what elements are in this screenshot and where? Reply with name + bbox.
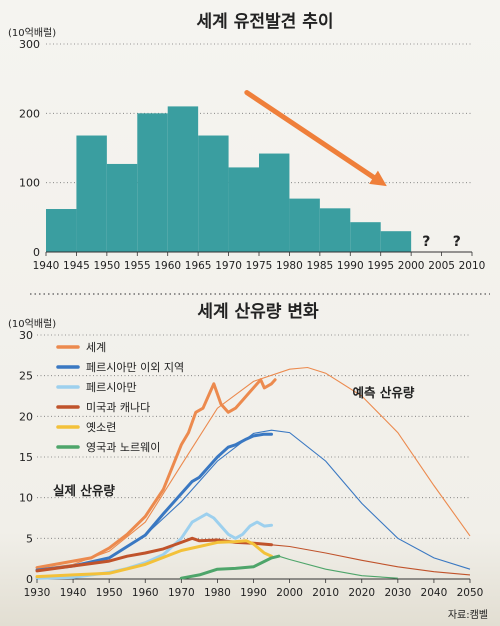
y-tick-label: 300 (19, 38, 40, 51)
x-tick-label: 1980 (276, 260, 303, 272)
x-tick-label: 1990 (337, 260, 364, 272)
x-tick-label: 2030 (384, 587, 411, 599)
actual-line (35, 432, 273, 572)
annotation-label: 실제 산유량 (53, 483, 115, 498)
discovery-chart-title: 세계 유전발견 추이 (197, 12, 334, 32)
bar (259, 153, 290, 252)
bar (76, 135, 107, 252)
discovery-y-axis-label: (10억배럴) (8, 26, 56, 39)
x-tick-label: 1945 (63, 260, 90, 272)
x-tick-label: 2050 (457, 587, 484, 599)
x-tick-label: 1950 (93, 260, 120, 272)
actual-line (35, 378, 277, 570)
legend-label: 미국과 캐나다 (86, 401, 150, 414)
y-tick-label: 10 (19, 492, 33, 505)
legend-label: 영국과 노르웨이 (86, 441, 160, 454)
legend-label: 옛소련 (86, 421, 116, 434)
x-tick-label: 1970 (215, 260, 242, 272)
legend-label: 페르시아만 (86, 381, 137, 394)
bar (289, 198, 320, 252)
bar (380, 231, 412, 252)
x-tick-label: 1950 (96, 587, 123, 599)
bar (228, 167, 259, 252)
x-tick-label: 2000 (398, 260, 425, 272)
bar (106, 163, 138, 252)
production-lines (35, 366, 471, 580)
x-tick-label: 1970 (168, 587, 195, 599)
y-tick-label: 0 (33, 246, 40, 259)
arrow-head (369, 170, 387, 187)
discovery-x-ticks: 1940 1945 1950 1955 1960 1965 1970 1975 1980 1985… (33, 252, 486, 272)
x-tick-label: 1975 (246, 260, 273, 272)
x-tick-label: 2020 (348, 587, 375, 599)
bar (198, 135, 229, 252)
y-tick-label: 100 (19, 177, 40, 190)
production-y-axis-label: (10억배럴) (8, 317, 56, 330)
bar (137, 113, 168, 252)
actual-line (35, 539, 273, 579)
source-note: 자료:캠벨 (448, 609, 488, 621)
y-tick-label: 0 (26, 573, 33, 586)
x-tick-label: 1930 (24, 587, 51, 599)
production-y-ticks: 0 5 10 15 20 25 30 (19, 329, 33, 586)
x-tick-label: 2010 (312, 587, 339, 599)
x-tick-label: 1960 (154, 260, 181, 272)
production-x-ticks: 1930 1940 1950 1960 1970 1980 1990 2000 2010 2020… (24, 579, 484, 599)
x-tick-label: 1940 (33, 260, 60, 272)
bar (319, 208, 351, 252)
bar (350, 222, 381, 252)
production-chart-title: 세계 산유량 변화 (197, 302, 319, 322)
y-tick-label: 5 (26, 532, 33, 545)
x-tick-label: 2010 (459, 260, 486, 272)
unknown-value-mark: ? (453, 234, 461, 250)
y-tick-label: 20 (19, 410, 33, 423)
bar (46, 209, 77, 252)
x-tick-label: 1985 (306, 260, 333, 272)
y-tick-label: 15 (19, 451, 33, 464)
x-tick-label: 2005 (428, 260, 455, 272)
actual-line (179, 554, 281, 580)
y-tick-label: 25 (19, 370, 33, 383)
forecast-line (36, 366, 471, 570)
forecast-line (271, 544, 471, 576)
x-tick-label: 1940 (60, 587, 87, 599)
x-tick-label: 2040 (421, 587, 448, 599)
unknown-value-mark: ? (422, 234, 430, 250)
discovery-unknown-marks: ?? (422, 234, 461, 250)
x-tick-label: 1980 (204, 587, 231, 599)
discovery-bars (46, 106, 472, 253)
x-tick-label: 1955 (124, 260, 151, 272)
bar (167, 106, 199, 253)
arrow-shaft (244, 90, 376, 180)
legend-label: 세계 (86, 341, 106, 354)
x-tick-label: 1960 (132, 587, 159, 599)
legend-label: 페르시아만 이외 지역 (86, 361, 184, 374)
y-tick-label: 200 (19, 107, 40, 120)
y-tick-label: 30 (19, 329, 33, 342)
discovery-y-ticks: 0 100 200 300 (19, 38, 40, 259)
x-tick-label: 1995 (367, 260, 394, 272)
x-tick-label: 1990 (240, 587, 267, 599)
annotation-label: 예측 산유량 (352, 385, 414, 400)
decline-trend-arrow (244, 90, 387, 187)
x-tick-label: 1965 (185, 260, 212, 272)
x-tick-label: 2000 (276, 587, 303, 599)
forecast-line (278, 555, 398, 579)
